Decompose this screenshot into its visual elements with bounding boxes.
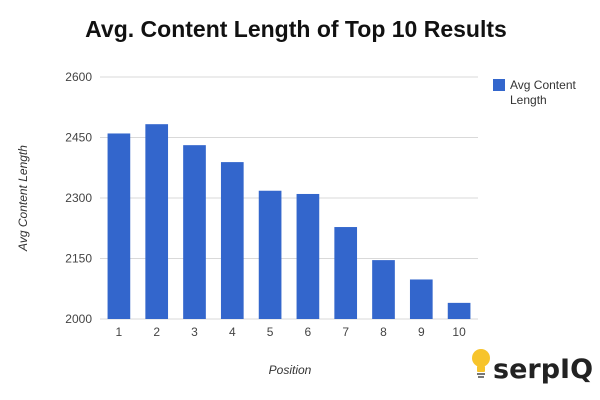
x-tick-label: 3 [191,325,198,339]
bar-position-6 [296,193,320,319]
y-axis-label: Avg Content Length [16,145,30,252]
y-tick-label: 2150 [65,252,92,266]
x-tick-label: 5 [267,325,274,339]
x-tick-label: 7 [342,325,349,339]
x-tick-label: 10 [452,325,466,339]
x-tick-label: 8 [380,325,387,339]
bars [107,124,471,319]
x-axis-ticks: 1 2 3 4 5 6 7 8 9 10 [116,325,467,339]
y-axis-ticks: 2000 2150 2300 2450 2600 [65,70,92,326]
logo-text: serpIQ [493,354,593,385]
y-tick-label: 2000 [65,312,92,326]
bar-position-3 [183,145,206,319]
bar-position-1 [107,133,131,319]
y-tick-label: 2450 [65,131,92,145]
y-tick-label: 2600 [65,70,92,84]
x-tick-label: 6 [305,325,312,339]
bar-position-7 [334,227,358,319]
x-tick-label: 2 [153,325,160,339]
legend-swatch [493,79,505,91]
bar-position-8 [372,260,395,319]
bar-position-4 [220,162,244,319]
x-tick-label: 4 [229,325,236,339]
bar-position-9 [409,279,433,319]
bar-position-10 [447,302,471,319]
bar-position-2 [145,124,169,319]
legend: Avg Content Length [493,78,576,107]
x-axis-label: Position [269,363,312,377]
bar-position-5 [258,190,282,319]
legend-label-line-1: Avg Content [510,78,576,92]
x-tick-label: 9 [418,325,425,339]
x-tick-label: 1 [116,325,123,339]
legend-label-line-2: Length [510,93,547,107]
y-tick-label: 2300 [65,191,92,205]
lightbulb-icon [472,349,490,378]
serpiq-logo: serpIQ [472,349,593,385]
chart-title: Avg. Content Length of Top 10 Results [85,16,507,42]
